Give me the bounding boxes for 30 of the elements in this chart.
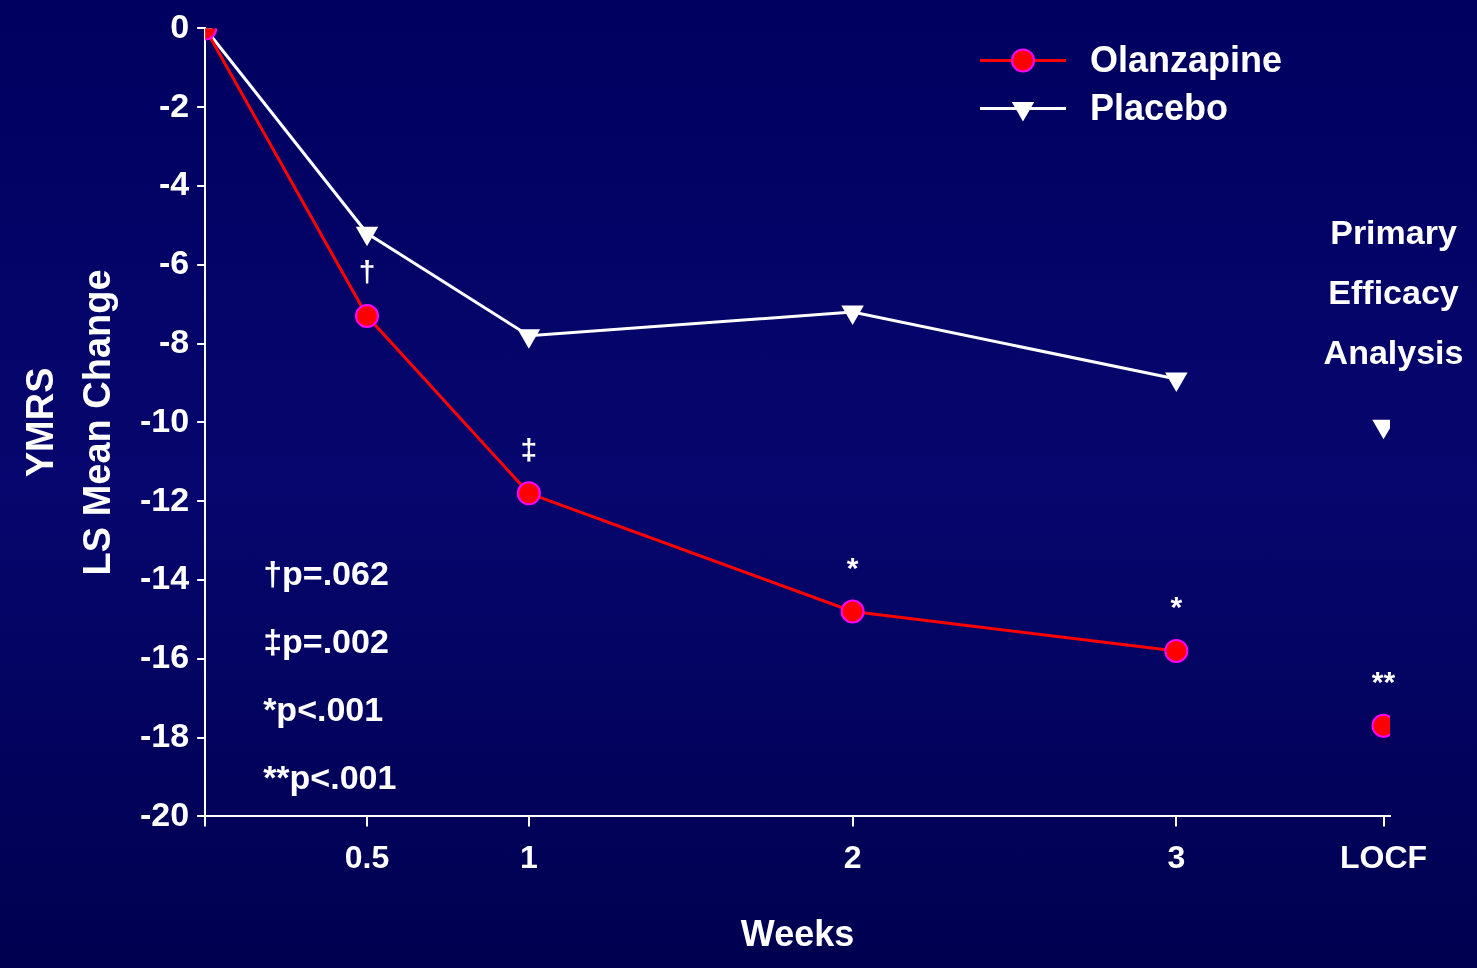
annotation: †p=.062: [263, 554, 389, 593]
annotation: *: [1170, 590, 1183, 624]
annotation: **p<.001: [263, 758, 397, 797]
annotation: *: [846, 550, 859, 584]
annotation: ‡: [520, 432, 538, 466]
y-axis-title: YMRS LS Mean Change: [18, 269, 118, 576]
y-tick-label: -18: [140, 715, 190, 754]
y-tick-label: -12: [140, 479, 190, 518]
y-tick-label: -2: [158, 85, 190, 124]
legend-label: Placebo: [1090, 87, 1229, 129]
x-tick-label: LOCF: [1339, 839, 1428, 876]
y-tick-label: -4: [158, 164, 190, 203]
y-tick-label: -6: [158, 243, 190, 282]
y-tick-label: -20: [140, 794, 190, 833]
y-tick-label: -14: [140, 558, 190, 597]
annotation: **: [1371, 665, 1396, 699]
annotation: †: [358, 255, 376, 289]
x-tick-label: 2: [843, 839, 862, 876]
y-tick-label: 0: [170, 6, 190, 45]
annotation: ‡p=.002: [263, 622, 389, 661]
x-axis-title: Weeks: [740, 913, 855, 955]
y-tick-label: -8: [158, 321, 190, 360]
annotation: *p<.001: [263, 690, 384, 729]
annotation: Primary Efficacy Analysis: [1323, 212, 1464, 371]
x-tick-label: 0.5: [344, 839, 390, 876]
y-tick-label: -16: [140, 637, 190, 676]
x-tick-label: 3: [1167, 839, 1186, 876]
legend-label: Olanzapine: [1090, 39, 1283, 81]
x-tick-label: 1: [519, 839, 538, 876]
y-tick-label: -10: [140, 400, 190, 439]
